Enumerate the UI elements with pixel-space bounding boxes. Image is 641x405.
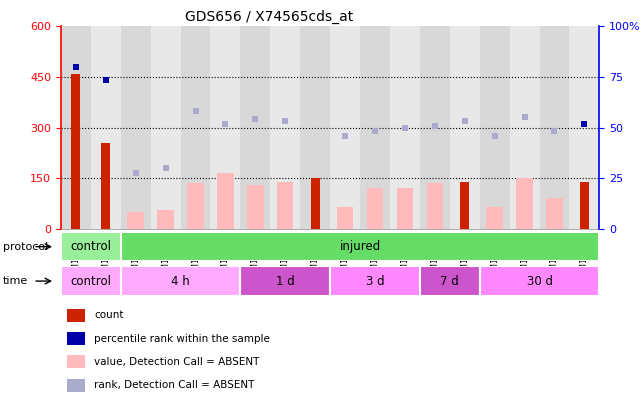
Bar (67, 309, 85, 322)
Text: 7 d: 7 d (440, 275, 459, 288)
Bar (271, 26, 300, 229)
Text: control: control (71, 275, 112, 288)
Text: percentile rank within the sample: percentile rank within the sample (94, 334, 270, 344)
Bar (300, 26, 330, 229)
Bar (158, 210, 174, 229)
Bar (390, 26, 420, 229)
Bar (479, 26, 510, 229)
Bar (121, 266, 240, 296)
Bar (360, 26, 390, 229)
Bar (101, 143, 110, 229)
Bar (210, 26, 240, 229)
Bar (460, 181, 469, 229)
Bar (217, 173, 233, 229)
Text: injured: injured (339, 240, 381, 253)
Bar (240, 26, 271, 229)
Bar (181, 26, 210, 229)
Bar (311, 177, 320, 229)
Bar (540, 26, 569, 229)
Bar (240, 266, 330, 296)
Text: value, Detection Call = ABSENT: value, Detection Call = ABSENT (94, 357, 260, 367)
Bar (479, 266, 599, 296)
Text: GDS656 / X74565cds_at: GDS656 / X74565cds_at (185, 10, 353, 24)
Text: time: time (3, 276, 28, 286)
Bar (128, 212, 144, 229)
Bar (517, 178, 533, 229)
Bar (277, 181, 294, 229)
Bar (67, 332, 85, 345)
Bar (71, 74, 80, 229)
Bar (367, 188, 383, 229)
Bar (91, 26, 121, 229)
Bar (580, 181, 589, 229)
Text: control: control (71, 240, 112, 253)
Text: protocol: protocol (3, 242, 49, 252)
Text: 30 d: 30 d (526, 275, 553, 288)
Bar (546, 198, 563, 229)
Text: 1 d: 1 d (276, 275, 295, 288)
Text: 4 h: 4 h (171, 275, 190, 288)
Text: count: count (94, 310, 124, 320)
Bar (61, 232, 121, 261)
Bar (487, 207, 503, 229)
Bar (61, 26, 91, 229)
Bar (61, 266, 121, 296)
Bar (420, 26, 450, 229)
Bar (569, 26, 599, 229)
Bar (187, 183, 204, 229)
Bar (337, 207, 353, 229)
Bar (247, 185, 263, 229)
Bar (67, 379, 85, 392)
Bar (450, 26, 479, 229)
Text: 3 d: 3 d (365, 275, 385, 288)
Bar (427, 183, 443, 229)
Bar (121, 26, 151, 229)
Bar (151, 26, 181, 229)
Bar (510, 26, 540, 229)
Text: rank, Detection Call = ABSENT: rank, Detection Call = ABSENT (94, 380, 254, 390)
Bar (330, 266, 420, 296)
Bar (67, 356, 85, 369)
Bar (397, 188, 413, 229)
Bar (121, 232, 599, 261)
Bar (420, 266, 479, 296)
Bar (330, 26, 360, 229)
